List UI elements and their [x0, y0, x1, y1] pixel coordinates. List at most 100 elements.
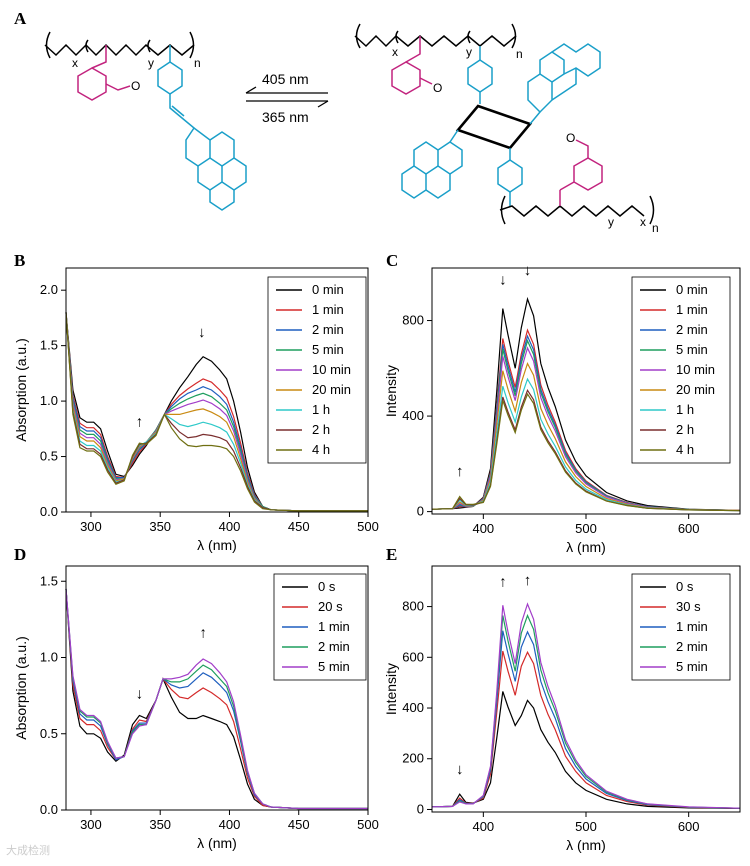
legend-label-b-2: 2 min — [312, 322, 344, 337]
left-polymer-structure — [44, 31, 247, 211]
y-tick-label-b-3: 1.5 — [40, 338, 58, 353]
panel-label-c: C — [386, 251, 398, 270]
y-tick-label-e-4: 800 — [402, 599, 424, 614]
x-tick-label-d-1: 350 — [149, 817, 171, 832]
series-line-b-3 — [65, 312, 368, 512]
x-tick-label-c-2: 600 — [678, 521, 700, 536]
series-line-e-4 — [431, 602, 741, 809]
legend-label-d-1: 20 s — [318, 599, 343, 614]
legend-label-b-6: 1 h — [312, 402, 330, 417]
legend-label-c-7: 2 h — [676, 422, 694, 437]
legend-label-d-4: 5 min — [318, 659, 350, 674]
legend-label-b-0: 0 min — [312, 282, 344, 297]
right-subscript-x-2: x — [640, 215, 646, 229]
y-axis-label-b: Absorption (a.u.) — [13, 338, 29, 442]
legend-label-d-3: 2 min — [318, 639, 350, 654]
right-dimer-structure — [354, 23, 655, 225]
legend-label-c-0: 0 min — [676, 282, 708, 297]
x-axis-label-e: λ (nm) — [566, 837, 606, 853]
x-tick-label-b-2: 400 — [219, 519, 241, 534]
legend-label-b-4: 10 min — [312, 362, 351, 377]
series-line-d-1 — [65, 588, 368, 810]
x-tick-label-d-2: 400 — [219, 817, 241, 832]
series-line-d-0 — [65, 588, 368, 810]
legend-label-d-2: 1 min — [318, 619, 350, 634]
panel-label-d: D — [14, 545, 26, 564]
legend-label-b-3: 5 min — [312, 342, 344, 357]
x-tick-label-d-0: 300 — [80, 817, 102, 832]
x-axis-label-b: λ (nm) — [197, 537, 237, 553]
series-line-b-6 — [65, 312, 368, 512]
x-tick-label-c-0: 400 — [472, 521, 494, 536]
x-tick-label-d-3: 450 — [288, 817, 310, 832]
right-subscript-n-2: n — [652, 221, 659, 235]
y-axis-label-e: Intensity — [383, 663, 399, 715]
legend-label-b-5: 20 min — [312, 382, 351, 397]
legend-label-c-1: 1 min — [676, 302, 708, 317]
annotation-arrow-b-0: ↑ — [136, 414, 144, 431]
y-tick-label-e-2: 400 — [402, 700, 424, 715]
plot-frame-b — [65, 267, 369, 513]
right-methoxy-label-2: O — [566, 131, 575, 145]
right-subscript-y: y — [466, 45, 472, 59]
series-line-e-0 — [431, 691, 741, 809]
left-subscript-y: y — [148, 56, 154, 70]
chart-d-absorption: 300 350 400 450 500 0.0 0.5 1.0 1.5 λ (nm) Absorpt… — [13, 565, 379, 851]
x-tick-label-b-3: 450 — [288, 519, 310, 534]
chart-e-emission: 400 500 600 0 200 400 600 800 λ (nm) Intensity 0 s… — [383, 565, 741, 853]
x-tick-label-c-1: 500 — [575, 521, 597, 536]
series-line-b-2 — [65, 312, 368, 512]
x-axis-label-d: λ (nm) — [197, 835, 237, 851]
series-line-c-8 — [431, 392, 741, 512]
panel-label-e: E — [386, 545, 397, 564]
series-line-b-4 — [65, 312, 368, 512]
legend-label-e-0: 0 s — [676, 579, 694, 594]
y-axis-label-c: Intensity — [383, 365, 399, 417]
y-tick-label-d-3: 1.5 — [40, 573, 58, 588]
left-methoxy-label: O — [131, 79, 140, 93]
annotation-arrow-d-1: ↑ — [199, 625, 207, 642]
series-line-b-1 — [65, 312, 368, 512]
y-tick-label-b-2: 1.0 — [40, 393, 58, 408]
x-tick-label-b-0: 300 — [80, 519, 102, 534]
y-tick-label-e-3: 600 — [402, 649, 424, 664]
x-tick-label-e-2: 600 — [678, 819, 700, 834]
annotation-arrow-e-0: ↑ — [499, 573, 507, 590]
y-tick-label-c-2: 800 — [402, 313, 424, 328]
y-tick-label-b-4: 2.0 — [40, 282, 58, 297]
left-subscript-n: n — [194, 56, 201, 70]
legend-label-b-7: 2 h — [312, 422, 330, 437]
y-tick-label-c-1: 400 — [402, 408, 424, 423]
right-methoxy-label: O — [433, 81, 442, 95]
arrow-label-365: 365 nm — [262, 109, 309, 125]
chart-c-emission: 400 500 600 0 400 800 λ (nm) Intensity 0 min 1 mi… — [383, 262, 741, 555]
legend-label-e-1: 30 s — [676, 599, 701, 614]
series-line-b-5 — [65, 312, 368, 512]
legend-label-b-8: 4 h — [312, 442, 330, 457]
chart-b-absorption: 300 350 400 450 500 0.0 0.5 1.0 1.5 2.0 λ (nm) Abso… — [13, 267, 379, 553]
legend-label-e-2: 1 min — [676, 619, 708, 634]
right-subscript-x: x — [392, 45, 398, 59]
right-subscript-n: n — [516, 47, 523, 61]
x-tick-label-d-4: 500 — [357, 817, 379, 832]
y-tick-label-d-1: 0.5 — [40, 726, 58, 741]
x-tick-label-b-4: 500 — [357, 519, 379, 534]
annotation-arrow-c-0: ↓ — [499, 272, 507, 289]
arrow-label-405: 405 nm — [262, 71, 309, 87]
y-tick-label-b-0: 0.0 — [40, 504, 58, 519]
y-tick-label-e-1: 200 — [402, 751, 424, 766]
legend-label-c-2: 2 min — [676, 322, 708, 337]
y-tick-label-d-0: 0.0 — [40, 802, 58, 817]
x-axis-label-c: λ (nm) — [566, 539, 606, 555]
legend-label-e-3: 2 min — [676, 639, 708, 654]
legend-label-c-8: 4 h — [676, 442, 694, 457]
x-tick-label-b-1: 350 — [149, 519, 171, 534]
annotation-arrow-c-2: ↑ — [456, 463, 464, 480]
y-axis-label-d: Absorption (a.u.) — [13, 636, 29, 740]
plot-frame-d — [65, 565, 369, 811]
legend-label-d-0: 0 s — [318, 579, 336, 594]
panel-label-a: A — [14, 9, 27, 28]
legend-label-b-1: 1 min — [312, 302, 344, 317]
legend-label-c-3: 5 min — [676, 342, 708, 357]
